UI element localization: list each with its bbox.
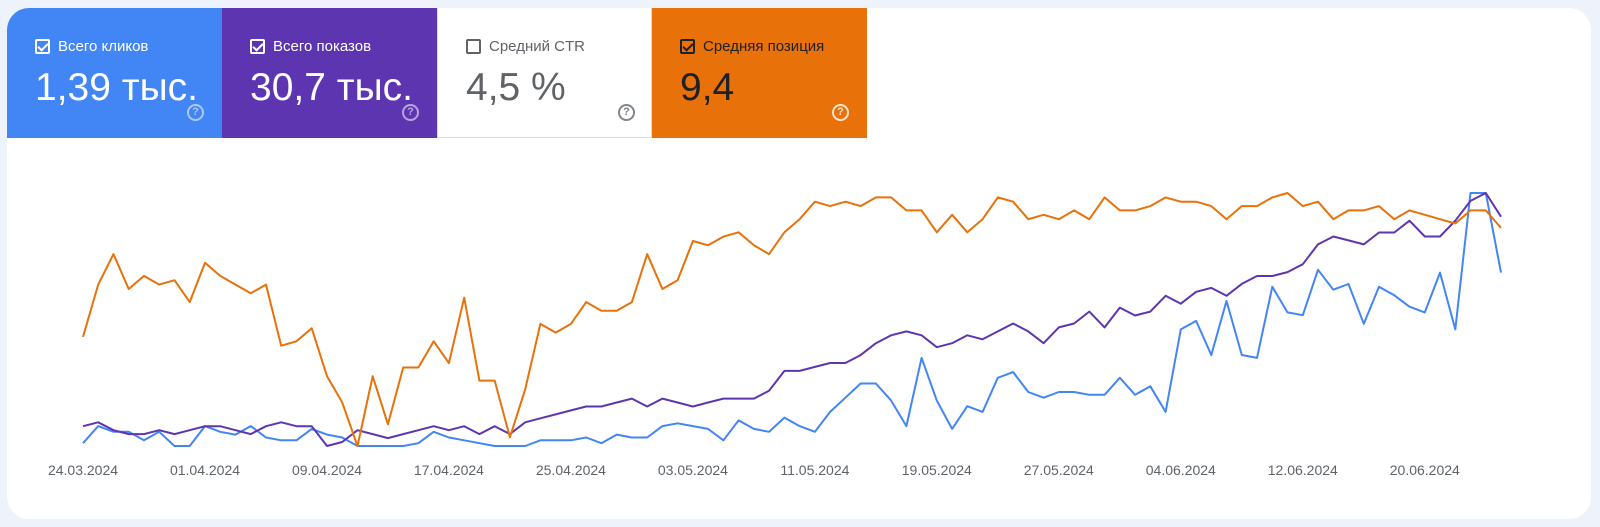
metric-label: Средняя позиция bbox=[703, 38, 825, 55]
series-line-1 bbox=[82, 192, 1502, 447]
help-icon[interactable]: ? bbox=[187, 104, 204, 121]
series-line-3 bbox=[82, 192, 1502, 447]
x-tick-label: 19.05.2024 bbox=[902, 462, 972, 478]
metric-label: Всего кликов bbox=[58, 38, 149, 55]
help-icon[interactable]: ? bbox=[618, 104, 635, 121]
x-tick-label: 17.04.2024 bbox=[414, 462, 484, 478]
metric-tile-position[interactable]: Средняя позиция 9,4 ? bbox=[652, 8, 867, 138]
x-tick-label: 09.04.2024 bbox=[292, 462, 362, 478]
metric-tile-clicks[interactable]: Всего кликов 1,39 тыс. ? bbox=[7, 8, 222, 138]
performance-line-chart: 24.03.2024 01.04.2024 09.04.2024 17.04.2024… bbox=[48, 192, 1502, 478]
help-icon[interactable]: ? bbox=[402, 104, 419, 121]
metric-tile-impressions[interactable]: Всего показов 30,7 тыс. ? bbox=[222, 8, 437, 138]
metric-value: 4,5 % bbox=[466, 66, 566, 109]
x-tick-label: 27.05.2024 bbox=[1024, 462, 1094, 478]
metric-value: 1,39 тыс. bbox=[35, 66, 198, 109]
metric-label: Всего показов bbox=[273, 38, 372, 55]
x-tick-label: 11.05.2024 bbox=[780, 462, 849, 478]
x-tick-label: 24.03.2024 bbox=[48, 462, 118, 478]
metric-tile-ctr[interactable]: Средний CTR 4,5 % ? bbox=[437, 8, 652, 138]
x-tick-label: 04.06.2024 bbox=[1146, 462, 1216, 478]
checkbox-checked-icon[interactable] bbox=[250, 39, 265, 54]
metric-tile-header: Всего кликов bbox=[35, 38, 148, 55]
checkbox-unchecked-icon[interactable] bbox=[466, 39, 481, 54]
metric-value: 30,7 тыс. bbox=[250, 66, 413, 109]
metric-tiles: Всего кликов 1,39 тыс. ? Всего показов 3… bbox=[7, 8, 867, 138]
x-tick-label: 01.04.2024 bbox=[170, 462, 240, 478]
performance-card: 24.03.2024 01.04.2024 09.04.2024 17.04.2024… bbox=[7, 8, 1591, 519]
metric-tile-header: Средняя позиция bbox=[680, 38, 824, 55]
metric-tile-header: Всего показов bbox=[250, 38, 371, 55]
metric-value: 9,4 bbox=[680, 66, 735, 109]
metric-tile-header: Средний CTR bbox=[466, 38, 585, 55]
checkbox-checked-icon[interactable] bbox=[35, 39, 50, 54]
x-tick-label: 20.06.2024 bbox=[1390, 462, 1460, 478]
x-tick-label: 03.05.2024 bbox=[658, 462, 728, 478]
x-tick-label: 12.06.2024 bbox=[1268, 462, 1338, 478]
help-icon[interactable]: ? bbox=[832, 104, 849, 121]
series-line-2 bbox=[82, 192, 1502, 447]
x-tick-label: 25.04.2024 bbox=[536, 462, 606, 478]
metric-label: Средний CTR bbox=[489, 38, 585, 55]
checkbox-checked-icon[interactable] bbox=[680, 39, 695, 54]
